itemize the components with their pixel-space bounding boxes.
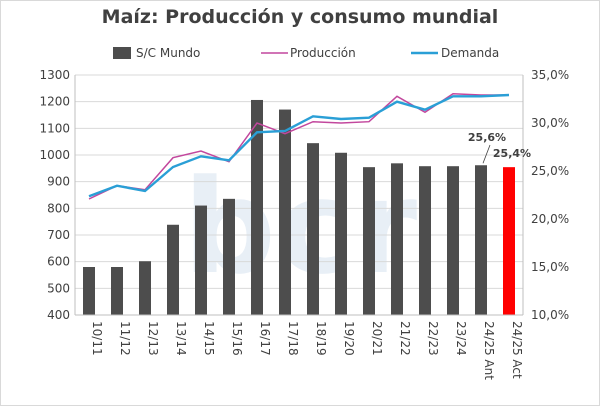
left-y-tick-label: 600 bbox=[47, 255, 70, 269]
bar-sc-mundo bbox=[139, 261, 151, 315]
bar-sc-mundo bbox=[251, 99, 263, 316]
x-tick-label: 13/14 bbox=[174, 321, 188, 356]
left-y-tick-label: 1000 bbox=[39, 148, 70, 162]
left-y-tick-label: 1300 bbox=[39, 68, 70, 82]
bar-sc-mundo bbox=[391, 163, 403, 315]
x-tick-label: 19/20 bbox=[342, 321, 356, 356]
x-tick-label: 12/13 bbox=[146, 321, 160, 356]
bar-sc-mundo bbox=[503, 167, 515, 315]
x-tick-label: 21/22 bbox=[398, 321, 412, 356]
x-tick-label: 15/16 bbox=[230, 321, 244, 356]
bar-sc-mundo bbox=[307, 143, 319, 315]
x-tick-label: 20/21 bbox=[370, 321, 384, 356]
x-tick-label: 10/11 bbox=[90, 321, 104, 356]
bar-sc-mundo bbox=[363, 167, 375, 315]
left-y-tick-label: 1200 bbox=[39, 95, 70, 109]
chart-title: Maíz: Producción y consumo mundial bbox=[101, 6, 499, 28]
x-tick-label: 24/25 Act bbox=[510, 321, 524, 379]
left-y-tick-label: 900 bbox=[47, 175, 70, 189]
right-y-tick-label: 15,0% bbox=[531, 260, 569, 274]
bar-sc-mundo bbox=[419, 166, 431, 315]
bar-sc-mundo bbox=[447, 166, 459, 315]
x-tick-label: 24/25 Ant bbox=[482, 321, 496, 380]
bar-sc-mundo bbox=[223, 198, 235, 315]
right-y-tick-label: 30,0% bbox=[531, 116, 569, 130]
bar-sc-mundo bbox=[279, 109, 291, 315]
annotation-label: 25,4% bbox=[493, 147, 531, 160]
x-tick-label: 11/12 bbox=[118, 321, 132, 356]
x-tick-label: 22/23 bbox=[426, 321, 440, 356]
legend-label-demanda: Demanda bbox=[441, 46, 499, 60]
right-y-tick-label: 35,0% bbox=[531, 68, 569, 82]
watermark-logo: bcr bbox=[183, 151, 417, 303]
left-y-tick-label: 1100 bbox=[39, 121, 70, 135]
bar-sc-mundo bbox=[335, 152, 347, 315]
legend-swatch-sc-mundo bbox=[113, 47, 131, 59]
x-tick-label: 14/15 bbox=[202, 321, 216, 356]
annotation-label: 25,6% bbox=[468, 131, 506, 144]
left-y-tick-label: 400 bbox=[47, 308, 70, 322]
bar-sc-mundo bbox=[111, 267, 123, 315]
legend-label-sc-mundo: S/C Mundo bbox=[136, 46, 200, 60]
annotation-leader bbox=[482, 144, 491, 164]
x-tick-label: 17/18 bbox=[286, 321, 300, 356]
x-tick-label: 23/24 bbox=[454, 321, 468, 356]
right-y-tick-label: 25,0% bbox=[531, 164, 569, 178]
line-demanda bbox=[88, 93, 510, 198]
right-y-tick-label: 20,0% bbox=[531, 212, 569, 226]
bar-sc-mundo bbox=[83, 267, 95, 315]
x-tick-label: 18/19 bbox=[314, 321, 328, 356]
bar-sc-mundo bbox=[195, 205, 207, 315]
left-y-tick-label: 800 bbox=[47, 201, 70, 215]
x-tick-label: 16/17 bbox=[258, 321, 272, 356]
right-y-tick-label: 10,0% bbox=[531, 308, 569, 322]
left-y-tick-label: 500 bbox=[47, 281, 70, 295]
bar-sc-mundo bbox=[475, 165, 487, 315]
bar-sc-mundo bbox=[167, 224, 179, 315]
left-y-tick-label: 700 bbox=[47, 228, 70, 242]
legend-label-produccion: Producción bbox=[290, 46, 356, 60]
